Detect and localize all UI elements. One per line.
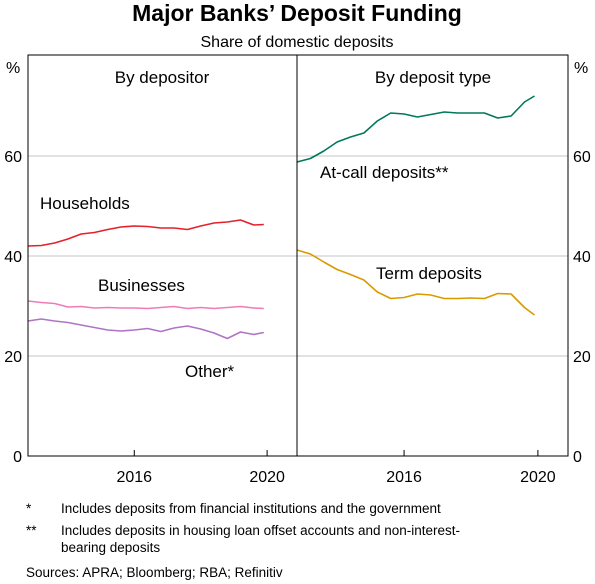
series-line-1-1 <box>296 249 535 316</box>
label-other: Other* <box>185 362 235 381</box>
series-line-0-1 <box>27 300 264 310</box>
footnote-1-text: Includes deposits from financial institu… <box>61 501 441 516</box>
sources-note: Sources: APRA; Bloomberg; RBA; Refinitiv <box>26 565 283 580</box>
series-line-1-0 <box>296 95 535 163</box>
x-tick-label-1-2016: 2016 <box>386 469 422 486</box>
y-tick-label-right-40: 40 <box>573 249 591 266</box>
label-businesses: Businesses <box>98 276 185 295</box>
chart-title: Major Banks’ Deposit Funding <box>132 0 462 26</box>
y-tick-label-left-0: 0 <box>13 449 22 466</box>
footnote-1-mark: * <box>26 501 32 516</box>
label-term: Term deposits <box>376 264 482 283</box>
y-tick-label-left-20: 20 <box>4 349 22 366</box>
chart-subtitle: Share of domestic deposits <box>201 34 394 51</box>
panel-title-depositor: By depositor <box>115 68 210 87</box>
label-households: Households <box>40 194 130 213</box>
series-line-0-2 <box>27 318 264 340</box>
footnote-2-mark: ** <box>26 523 37 538</box>
y-tick-label-right-0: 0 <box>573 449 582 466</box>
x-tick-label-0-2016: 2016 <box>116 469 152 486</box>
plot-frame <box>27 54 569 457</box>
left-unit-label: % <box>6 60 20 77</box>
grid-layer <box>28 155 568 357</box>
label-at-call: At-call deposits** <box>320 163 449 182</box>
x-tick-label-1-2020: 2020 <box>520 469 556 486</box>
series-line-0-0 <box>27 219 264 247</box>
x-tick-label-0-2020: 2020 <box>249 469 285 486</box>
y-tick-label-right-20: 20 <box>573 349 591 366</box>
y-tick-label-left-60: 60 <box>4 149 22 166</box>
panel-title-deposit-type: By deposit type <box>375 68 491 87</box>
right-unit-label: % <box>574 60 588 77</box>
frame-layer <box>27 54 569 457</box>
footnote-2-text: Includes deposits in housing loan offset… <box>61 523 461 555</box>
series-layer <box>27 95 535 340</box>
y-tick-label-left-40: 40 <box>4 249 22 266</box>
y-tick-label-right-60: 60 <box>573 149 591 166</box>
